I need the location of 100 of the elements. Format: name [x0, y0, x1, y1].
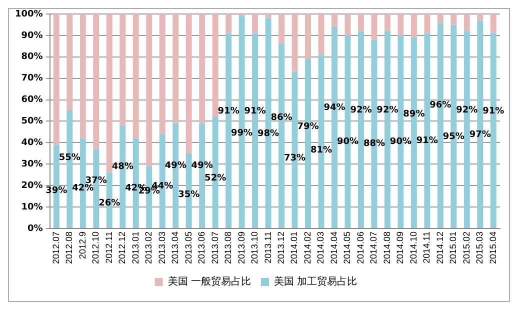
data-label: 49% — [164, 160, 186, 171]
x-tick-label: 2013.03 — [156, 231, 167, 264]
x-tick-label: 2013.01 — [130, 231, 140, 264]
data-label: 81% — [310, 146, 332, 156]
bar — [106, 14, 112, 173]
bar — [66, 14, 73, 111]
data-label: 52% — [204, 174, 226, 184]
bar — [53, 14, 60, 145]
bar — [358, 14, 364, 32]
x-tick-label: 2013.02 — [144, 231, 154, 264]
x-tick-label: 2013.05 — [183, 231, 194, 264]
bar — [344, 14, 351, 36]
bar — [424, 14, 430, 34]
bar — [371, 14, 378, 40]
bar — [120, 14, 126, 126]
x-tick-label: 2012.07 — [50, 231, 61, 264]
x-tick-label: 2015.03 — [474, 231, 485, 264]
x-tick-label: 2014.03 — [316, 231, 326, 264]
data-label: 92% — [456, 105, 478, 116]
data-label: 94% — [324, 102, 346, 113]
y-tick-label: 20% — [21, 180, 43, 191]
bar — [159, 14, 166, 134]
x-tick-label: 2014.10 — [408, 231, 418, 264]
bar — [212, 14, 218, 117]
x-tick-label: 2012.9 — [77, 231, 88, 259]
x-tick-label: 2013.09 — [236, 231, 246, 264]
y-tick-label: 80% — [21, 52, 43, 62]
bar — [265, 14, 272, 18]
y-tick-label: 50% — [21, 116, 43, 127]
bar — [464, 14, 470, 32]
x-tick-label: 2012.11 — [104, 231, 114, 264]
data-label: 88% — [363, 138, 385, 149]
x-tick-label: 2014.02 — [302, 231, 312, 264]
data-label: 90% — [336, 136, 358, 147]
data-label: 99% — [231, 128, 253, 138]
data-label: 55% — [58, 153, 80, 164]
x-tick-label: 2013.08 — [223, 231, 234, 264]
x-tick-label: 2013.04 — [170, 231, 180, 264]
bar — [199, 14, 206, 124]
data-label: 91% — [482, 106, 504, 117]
x-tick-label: 2013.11 — [262, 231, 273, 264]
data-label: 98% — [258, 129, 280, 140]
x-tick-label: 2014.12 — [434, 231, 445, 264]
data-label: 92% — [376, 105, 398, 116]
bar — [490, 14, 496, 34]
data-label: 39% — [46, 186, 68, 196]
bar — [305, 14, 311, 60]
bar — [332, 14, 338, 27]
bar — [477, 14, 484, 20]
bar — [278, 14, 284, 44]
bar — [410, 14, 417, 38]
x-tick-label: 2014.01 — [289, 231, 300, 264]
x-tick-label: 2014.07 — [368, 231, 379, 264]
bar — [226, 14, 232, 34]
data-label: 90% — [390, 136, 412, 147]
x-tick-label: 2013.10 — [250, 231, 260, 264]
bar — [146, 14, 152, 166]
x-tick-label: 2015.02 — [461, 231, 472, 264]
bar — [172, 14, 179, 124]
x-tick-label: 2015.01 — [448, 231, 458, 264]
legend-label: 美国 一般贸易占比 — [168, 276, 252, 288]
data-label: 91% — [218, 106, 240, 117]
bar — [437, 14, 444, 23]
data-label: 48% — [112, 162, 134, 172]
data-label: 95% — [442, 132, 464, 142]
bar — [450, 14, 457, 25]
bar — [252, 14, 258, 34]
x-tick-label: 2013.06 — [196, 231, 207, 264]
x-tick-label: 2012.10 — [90, 231, 101, 264]
data-label: 89% — [403, 109, 425, 120]
data-label: 73% — [284, 153, 306, 164]
data-label: 92% — [350, 105, 372, 116]
x-tick-label: 2014.04 — [328, 231, 339, 264]
y-tick-label: 90% — [21, 30, 43, 41]
y-tick-label: 60% — [21, 95, 43, 106]
bar — [186, 14, 192, 154]
bar — [384, 14, 390, 32]
data-label: 86% — [270, 113, 292, 124]
x-tick-label: 2014.09 — [395, 231, 406, 264]
x-tick-label: 2014.11 — [422, 231, 432, 264]
data-label: 97% — [469, 130, 491, 140]
data-label: 91% — [244, 106, 266, 117]
bar — [93, 14, 100, 150]
data-label: 79% — [297, 122, 319, 132]
data-label: 35% — [178, 190, 200, 200]
data-label: 91% — [416, 136, 438, 146]
bar — [80, 14, 86, 138]
y-tick-label: 0% — [28, 224, 43, 234]
x-tick-label: 2013.12 — [276, 231, 286, 264]
bar — [292, 14, 298, 72]
x-tick-label: 2012.08 — [64, 231, 74, 264]
x-tick-label: 2015.04 — [488, 231, 498, 264]
x-tick-label: 2013.07 — [210, 231, 220, 264]
x-tick-label: 2014.05 — [342, 231, 352, 264]
legend-label: 美国 加工贸易占比 — [274, 276, 358, 288]
data-label: 26% — [98, 198, 120, 209]
x-tick-label: 2014.08 — [382, 231, 392, 264]
y-tick-label: 40% — [21, 138, 43, 148]
x-tick-label: 2012.12 — [117, 231, 128, 264]
y-tick-label: 10% — [21, 202, 43, 212]
